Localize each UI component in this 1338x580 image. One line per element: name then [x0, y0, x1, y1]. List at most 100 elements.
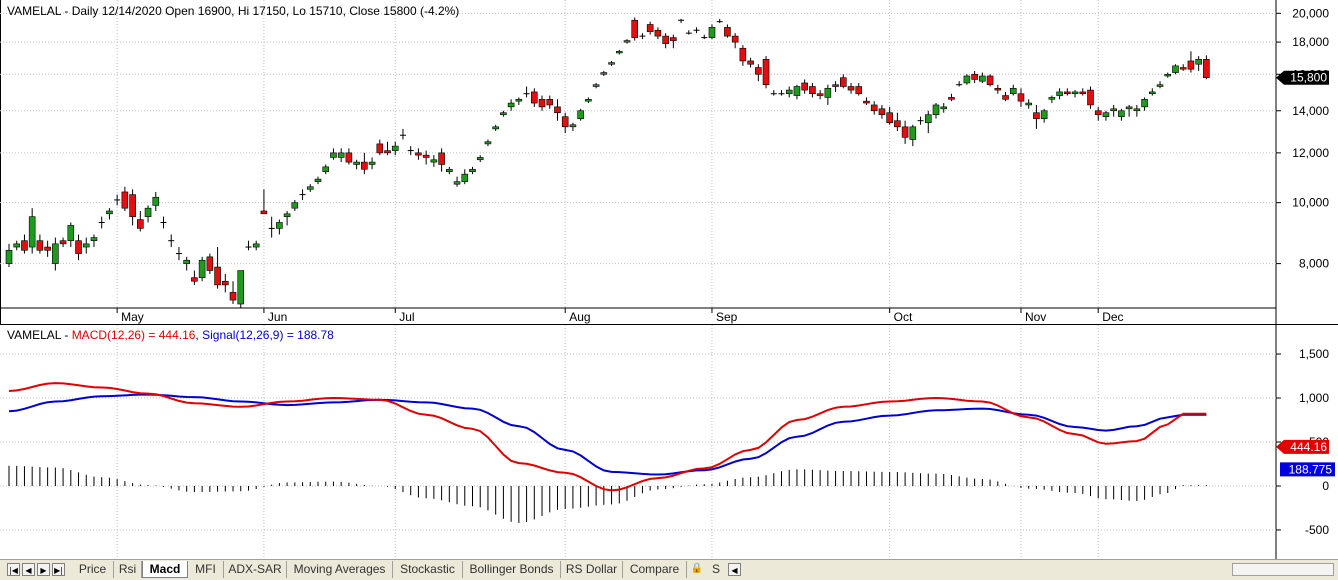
candle-body [1094, 110, 1102, 115]
candle [515, 97, 523, 105]
next-page-icon[interactable]: ▶ [37, 563, 50, 576]
tab-mfi[interactable]: MFI [188, 561, 224, 578]
candle-body [260, 210, 268, 215]
scroll-left-icon[interactable]: ◀ [728, 563, 741, 576]
candle [384, 141, 391, 156]
candle-body [569, 124, 577, 128]
tab-moving-averages[interactable]: Moving Averages [287, 561, 393, 578]
macd-line [8, 382, 1207, 492]
candle-body [415, 152, 422, 156]
tab-price[interactable]: Price [72, 561, 114, 578]
candle [345, 148, 353, 165]
candle-body [1141, 98, 1148, 108]
candle [824, 84, 832, 105]
candle [44, 240, 51, 257]
candle [268, 216, 275, 238]
candle [391, 141, 399, 156]
candle [615, 49, 623, 55]
candle [1195, 56, 1202, 71]
candle [569, 122, 577, 131]
candle-body [191, 277, 198, 282]
last-price-label: 15,800 [1290, 71, 1327, 85]
candle-body [183, 259, 190, 264]
candle-body [654, 29, 662, 37]
candle-body [1040, 110, 1048, 119]
last-page-icon[interactable]: ▶| [52, 563, 65, 576]
candle-body [137, 219, 144, 229]
candle-body [469, 168, 476, 173]
candle-body [75, 240, 82, 254]
candle-body [1017, 93, 1025, 102]
tab-adx-sar[interactable]: ADX-SAR [224, 561, 287, 578]
indicator-tab-bar: |◀ ◀ ▶ ▶| Price Rsi Macd MFI ADX-SAR Mov… [0, 559, 1338, 580]
candle-body [507, 102, 515, 108]
price-y-tick-label: 8,000 [1299, 257, 1329, 271]
candle [716, 18, 723, 24]
candle [948, 93, 955, 102]
tab-macd[interactable]: Macd [142, 561, 188, 578]
prev-page-icon[interactable]: ◀ [22, 563, 35, 576]
candle-body [229, 292, 237, 301]
candle-body [971, 73, 978, 80]
horizontal-scrollbar[interactable] [1232, 563, 1334, 576]
price-y-tick-label: 14,000 [1292, 104, 1329, 118]
price-x-tick-label: Nov [1025, 310, 1046, 324]
candle-body [816, 93, 824, 96]
s-toggle[interactable]: S [711, 562, 720, 576]
candle [353, 159, 360, 170]
candle-body [330, 152, 337, 158]
candle [1164, 72, 1172, 78]
candle-body [446, 168, 453, 173]
candle-body [1102, 112, 1110, 117]
candle [152, 191, 160, 211]
candle-body [623, 40, 631, 43]
candle-body [901, 126, 909, 138]
candle-body [353, 161, 360, 165]
candle-body [1133, 108, 1141, 112]
candle [229, 281, 237, 305]
tab-bollinger-bonds[interactable]: Bollinger Bonds [463, 561, 561, 578]
candle-body [283, 213, 291, 217]
tab-stockastic[interactable]: Stockastic [393, 561, 463, 578]
candle [956, 81, 963, 87]
last-price-marker: 15,800 [1276, 70, 1329, 85]
candle-body [476, 157, 484, 161]
lock-icon[interactable]: 🔒 [690, 563, 704, 574]
candle [832, 81, 839, 92]
candle [971, 70, 978, 83]
candle [731, 33, 739, 49]
candle [793, 84, 801, 100]
candle-body [515, 98, 523, 102]
candle-body [708, 27, 716, 38]
tab-rs-dollar[interactable]: RS Dollar [561, 561, 623, 578]
candle-body [453, 181, 461, 185]
candle-body [198, 259, 206, 278]
price-x-tick-label: Aug [569, 310, 590, 324]
candle [175, 247, 182, 261]
candle-body [739, 47, 747, 62]
candle-body [894, 120, 901, 128]
first-page-icon[interactable]: |◀ [7, 563, 20, 576]
candle [901, 120, 909, 144]
candle [708, 24, 716, 40]
candle-body [731, 35, 739, 43]
tab-rsi[interactable]: Rsi [114, 561, 142, 578]
macd-title-prefix: VAMELAL - [7, 328, 72, 342]
candle-body [608, 62, 615, 65]
candle [608, 60, 615, 66]
candle [168, 234, 175, 248]
candle-body [337, 152, 345, 158]
candle [5, 243, 13, 268]
candle [1110, 104, 1117, 117]
candle [816, 90, 824, 100]
candle-body [863, 100, 870, 104]
tab-compare[interactable]: Compare [623, 561, 687, 578]
candle-body [1002, 95, 1009, 100]
candle-body [44, 246, 51, 251]
candle-body [600, 72, 608, 75]
candle [129, 189, 136, 226]
candle-body [631, 19, 639, 38]
candle [909, 124, 917, 147]
candle [422, 150, 430, 165]
